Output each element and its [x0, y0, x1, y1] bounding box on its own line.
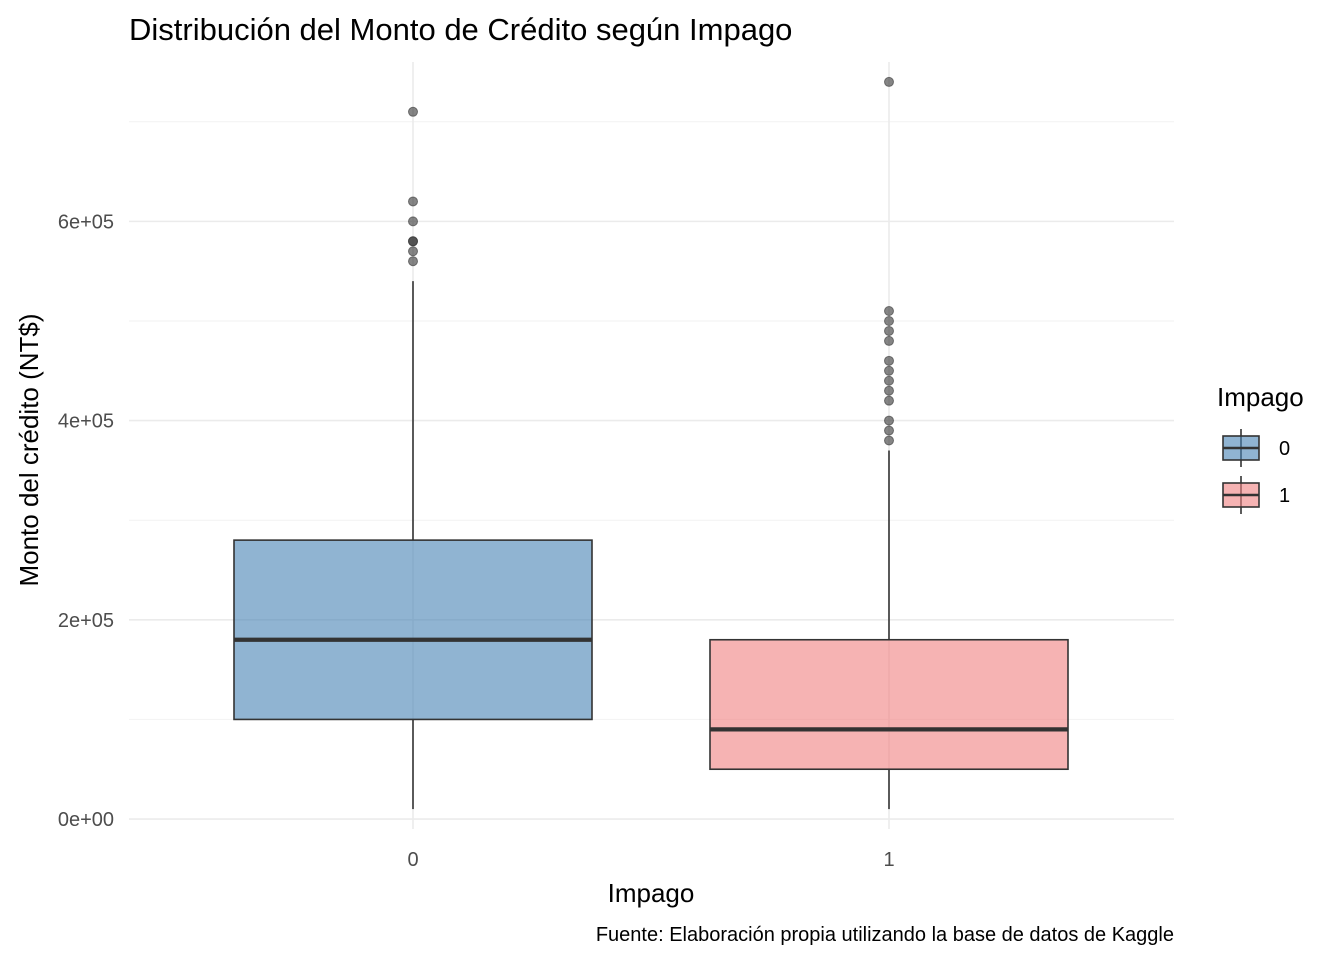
outlier-point: [408, 196, 418, 207]
legend-title: Impago: [1217, 382, 1304, 412]
outlier-point: [408, 236, 418, 247]
legend-label: 0: [1279, 438, 1290, 460]
box-iqr: [233, 539, 593, 721]
outlier-point: [408, 256, 418, 267]
x-axis-title: Impago: [608, 878, 695, 908]
outlier-point: [884, 435, 894, 446]
outlier-point: [884, 355, 894, 366]
outlier-point: [884, 385, 894, 396]
y-tick-label: 0e+00: [58, 809, 114, 831]
legend-key-0: 0: [1222, 429, 1290, 467]
box-iqr: [709, 638, 1069, 771]
outlier-point: [884, 375, 894, 386]
y-axis-title: Monto del crédito (NT$): [14, 313, 44, 586]
box-category-1: [709, 450, 1069, 810]
y-tick-label: 4e+05: [58, 411, 114, 433]
outlier-layer: [408, 76, 894, 446]
x-tick-label: 0: [407, 849, 418, 871]
outlier-point: [884, 335, 894, 346]
legend-key-1: 1: [1222, 476, 1290, 514]
y-axis-tick-labels: 0e+00 2e+05 4e+05 6e+05: [58, 211, 114, 831]
legend-label: 1: [1279, 485, 1290, 507]
outlier-point: [884, 415, 894, 426]
outlier-point: [884, 395, 894, 406]
caption: Fuente: Elaboración propia utilizando la…: [596, 924, 1174, 946]
chart-title: Distribución del Monto de Crédito según …: [129, 12, 792, 47]
outlier-point: [884, 325, 894, 336]
outlier-point: [408, 246, 418, 257]
outlier-point: [408, 106, 418, 117]
outlier-point: [884, 425, 894, 436]
box-category-0: [233, 281, 593, 810]
x-tick-label: 1: [883, 849, 894, 871]
outlier-point: [884, 365, 894, 376]
box-layer: [233, 281, 1069, 810]
y-tick-label: 2e+05: [58, 610, 114, 632]
y-tick-label: 6e+05: [58, 211, 114, 233]
legend: Impago 0 1: [1217, 382, 1304, 514]
outlier-point: [884, 76, 894, 87]
outlier-point: [408, 216, 418, 227]
outlier-point: [884, 306, 894, 317]
outlier-point: [884, 315, 894, 326]
